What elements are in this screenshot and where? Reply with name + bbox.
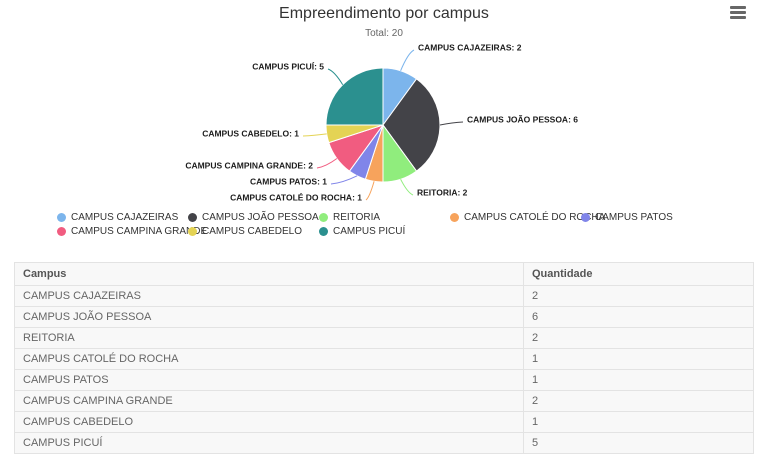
- pie-data-label: CAMPUS PICUÍ: 5: [252, 61, 324, 71]
- table-cell: 6: [523, 306, 754, 328]
- pie-label-connector: [327, 68, 344, 85]
- legend-marker-icon: [57, 227, 66, 236]
- table-cell: 2: [523, 285, 754, 307]
- table-cell: CAMPUS CAJAZEIRAS: [14, 285, 524, 307]
- chart-legend: CAMPUS CAJAZEIRAS CAMPUS JOÃO PESSOA REITO…: [57, 212, 712, 237]
- legend-label: CAMPUS CABEDELO: [202, 226, 303, 237]
- legend-marker-icon: [319, 227, 328, 236]
- pie-data-label: CAMPUS CAMPINA GRANDE: 2: [185, 160, 313, 170]
- pie-label-connector: [316, 158, 338, 169]
- table-cell: CAMPUS CATOLÉ DO ROCHA: [14, 348, 524, 370]
- table-row: CAMPUS CAMPINA GRANDE 2: [14, 390, 754, 412]
- pie-data-label: CAMPUS CABEDELO: 1: [202, 128, 299, 138]
- legend-marker-icon: [581, 213, 590, 222]
- table-cell: 2: [523, 390, 754, 412]
- pie-data-label: CAMPUS CAJAZEIRAS: 2: [418, 42, 522, 52]
- legend-item-4[interactable]: CAMPUS PATOS: [581, 212, 712, 223]
- pie-chart-panel: Empreendimento por campus Total: 20 CAMP…: [57, 5, 746, 237]
- table-cell: 1: [523, 411, 754, 433]
- table-cell: CAMPUS PATOS: [14, 369, 524, 391]
- pie-label-connector: [439, 121, 464, 126]
- legend-item-2[interactable]: REITORIA: [319, 212, 450, 223]
- legend-label: CAMPUS PATOS: [595, 212, 673, 223]
- legend-label: CAMPUS CAJAZEIRAS: [71, 212, 179, 223]
- legend-item-5[interactable]: CAMPUS CAMPINA GRANDE: [57, 226, 207, 237]
- pie-label-connector: [302, 133, 327, 137]
- chart-title: Empreendimento por campus: [279, 5, 489, 22]
- pie-label-connector: [400, 49, 415, 71]
- legend-label: CAMPUS JOÃO PESSOA: [202, 212, 319, 223]
- legend-label: CAMPUS CATOLÉ DO ROCHA: [464, 212, 606, 223]
- table-cell: CAMPUS CABEDELO: [14, 411, 524, 433]
- table-header-quantidade: Quantidade: [523, 262, 754, 286]
- pie-data-label: CAMPUS JOÃO PESSOA: 6: [467, 114, 578, 124]
- pie-data-label: CAMPUS PATOS: 1: [250, 176, 327, 186]
- table-row: CAMPUS PATOS 1: [14, 369, 754, 391]
- legend-item-6[interactable]: CAMPUS CABEDELO: [188, 226, 319, 237]
- table-cell: 2: [523, 327, 754, 349]
- table-row: CAMPUS CATOLÉ DO ROCHA 1: [14, 348, 754, 370]
- legend-label: CAMPUS CAMPINA GRANDE: [71, 226, 208, 237]
- campus-table: Campus Quantidade CAMPUS CAJAZEIRAS 2 CAMP…: [14, 262, 754, 454]
- legend-marker-icon: [450, 213, 459, 222]
- legend-item-7[interactable]: CAMPUS PICUÍ: [319, 226, 450, 237]
- table-body: CAMPUS CAJAZEIRAS 2 CAMPUS JOÃO PESSOA 6 REI…: [14, 285, 754, 454]
- table-header-row: Campus Quantidade: [14, 262, 754, 286]
- table-cell: 5: [523, 432, 754, 454]
- legend-marker-icon: [188, 213, 197, 222]
- campus-table-section: Campus Quantidade CAMPUS CAJAZEIRAS 2 CAMP…: [14, 262, 754, 454]
- table-cell: CAMPUS JOÃO PESSOA: [14, 306, 524, 328]
- pie-slice-7[interactable]: [325, 67, 384, 126]
- legend-marker-icon: [319, 213, 328, 222]
- legend-item-3[interactable]: CAMPUS CATOLÉ DO ROCHA: [450, 212, 605, 223]
- pie-label-connector: [365, 181, 375, 201]
- table-row: REITORIA 2: [14, 327, 754, 349]
- pie-svg: CAMPUS CAJAZEIRAS: 2 CAMPUS JOÃO PESSOA: …: [185, 42, 578, 202]
- table-row: CAMPUS PICUÍ 5: [14, 432, 754, 454]
- table-row: CAMPUS JOÃO PESSOA 6: [14, 306, 754, 328]
- table-cell: CAMPUS CAMPINA GRANDE: [14, 390, 524, 412]
- legend-item-0[interactable]: CAMPUS CAJAZEIRAS: [57, 212, 188, 223]
- legend-item-1[interactable]: CAMPUS JOÃO PESSOA: [188, 212, 319, 223]
- pie-label-connector: [330, 175, 358, 185]
- pie-data-label: CAMPUS CATOLÉ DO ROCHA: 1: [230, 192, 362, 202]
- legend-label: CAMPUS PICUÍ: [333, 226, 406, 237]
- legend-marker-icon: [57, 213, 66, 222]
- legend-label: REITORIA: [333, 212, 381, 223]
- table-row: CAMPUS CAJAZEIRAS 2: [14, 285, 754, 307]
- hamburger-menu-icon[interactable]: [730, 6, 746, 19]
- table-header-campus: Campus: [14, 262, 524, 286]
- table-cell: CAMPUS PICUÍ: [14, 432, 524, 454]
- legend-marker-icon: [188, 227, 197, 236]
- table-cell: 1: [523, 369, 754, 391]
- table-row: CAMPUS CABEDELO 1: [14, 411, 754, 433]
- pie-data-label: REITORIA: 2: [417, 187, 468, 197]
- pie-slice-1[interactable]: [382, 78, 441, 172]
- pie-label-connector: [400, 178, 414, 196]
- table-cell: 1: [523, 348, 754, 370]
- table-cell: REITORIA: [14, 327, 524, 349]
- chart-subtitle: Total: 20: [365, 28, 403, 39]
